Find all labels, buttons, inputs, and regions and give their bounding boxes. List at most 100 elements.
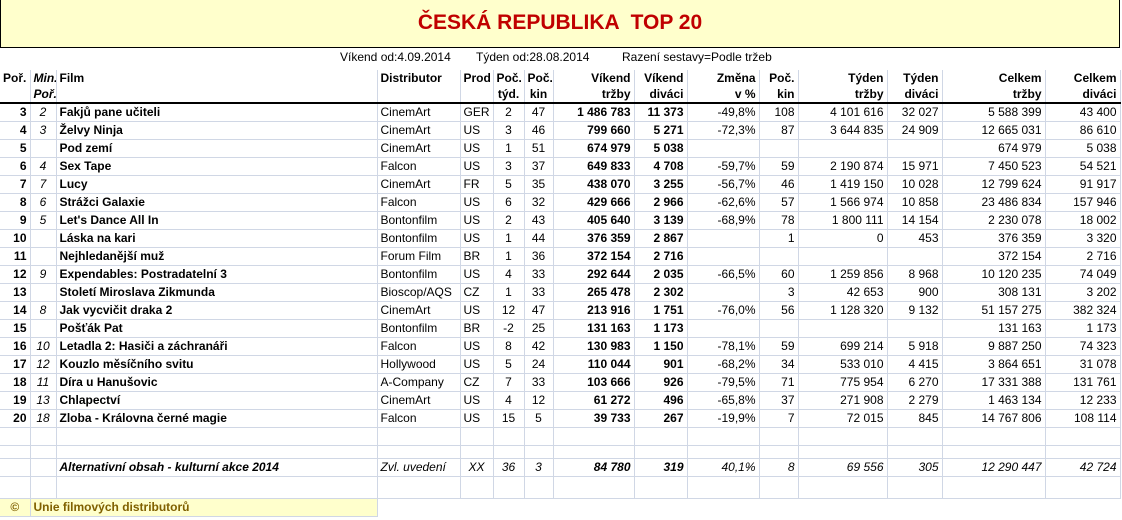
cell: 131 163 [553,319,635,338]
cell: 382 324 [1045,301,1121,320]
cell [887,476,943,499]
cell: Bontonfilm [377,229,461,248]
cell: Pošťák Pat [56,319,378,338]
column-header: diváci [887,86,943,104]
cell: 649 833 [553,157,635,176]
column-header [56,86,378,104]
column-header: Film [56,70,378,86]
cell: US [460,391,494,410]
cell: 12 [0,265,31,284]
cell: 46 [524,121,554,140]
cell [493,499,524,517]
cell: 42 724 [1045,458,1121,477]
header-row: Poř. týd. kin tržby diváci v % kin tržby diváci t… [0,86,1121,104]
cell: 7 [30,175,57,194]
cell: -2 [493,319,525,338]
cell [493,427,525,446]
cell [942,427,1046,446]
cell: 42 653 [798,283,888,302]
cell: 51 [524,139,554,158]
cell: Bioscop/AQS [377,283,461,302]
cell: -65,8% [687,391,760,410]
cell [30,319,57,338]
cell [524,427,554,446]
cell: Bontonfilm [377,265,461,284]
cell [798,476,888,499]
week-date: Týden od:28.08.2014 [476,50,590,64]
cell: 2 867 [634,229,688,248]
cell: 74 323 [1045,337,1121,356]
cell [553,476,635,499]
cell: -68,9% [687,211,760,230]
cell: 2 [493,211,525,230]
cell [553,427,635,446]
cell: -68,2% [687,355,760,374]
cell: 308 131 [942,283,1046,302]
cell: 2 966 [634,193,688,212]
blank-row [0,445,1121,459]
cell: 376 359 [553,229,635,248]
cell: 0 [798,229,888,248]
cell: 43 400 [1045,103,1121,122]
cell: -78,1% [687,337,760,356]
cell: 8 968 [887,265,943,284]
cell [759,427,799,446]
cell [30,427,57,446]
cell: US [460,193,494,212]
cell: US [460,337,494,356]
cell: 372 154 [553,247,635,266]
cell: Chlapectví [56,391,378,410]
cell [798,427,888,446]
cell [687,427,760,446]
cell: 25 [524,319,554,338]
cell: 130 983 [553,337,635,356]
cell [460,445,494,459]
cell: 1 128 320 [798,301,888,320]
cell: Láska na kari [56,229,378,248]
cell: 157 946 [1045,193,1121,212]
cell: 3 [493,121,525,140]
cell: 5 [493,355,525,374]
cell: 33 [524,265,554,284]
cell: 5 271 [634,121,688,140]
cell: US [460,139,494,158]
cell [0,427,31,446]
cell: -66,5% [687,265,760,284]
cell: 5 [493,175,525,194]
cell: Bontonfilm [377,319,461,338]
cell: Lucy [56,175,378,194]
cell: A-Company [377,373,461,392]
cell: 1 173 [1045,319,1121,338]
cell: 59 [759,337,799,356]
cell: Sex Tape [56,157,378,176]
column-header: Poč. [493,70,525,86]
cell: 4 [30,157,57,176]
copy: © Unie filmových distributorů [0,498,1120,517]
cell: 2 230 078 [942,211,1046,230]
cell: BR [460,319,494,338]
cell: Zloba - Královna černé magie [56,409,378,428]
cell: 10 [30,337,57,356]
cell: 5 918 [887,337,943,356]
column-header: tržby [553,86,635,104]
cell: 10 [0,229,31,248]
table-row: 17 12 Kouzlo měsíčního svitu Hollywood US 5 24… [0,355,1121,374]
table-row: 12 9 Expendables: Postradatelní 3 Bontonfil… [0,265,1121,284]
cell: 1 [759,229,799,248]
cell: 103 666 [553,373,635,392]
cell: 51 157 275 [942,301,1046,320]
table-row: 19 13 Chlapectví CinemArt US 4 12 61 272 496 -65,… [0,391,1121,410]
column-header: Týden [798,70,888,86]
cell [687,229,760,248]
cell: BR [460,247,494,266]
cell [887,139,943,158]
column-header: Distributor [377,70,461,86]
cell: 6 [0,157,31,176]
cell: US [460,121,494,140]
copyright-symbol: © [0,498,31,517]
cell [798,499,887,517]
cell: 2 190 874 [798,157,888,176]
cell: 1 173 [634,319,688,338]
table-row: 7 7 Lucy CinemArt FR 5 35 438 070 3 255 -56,7% 46 1… [0,175,1121,194]
cell: 15 [0,319,31,338]
